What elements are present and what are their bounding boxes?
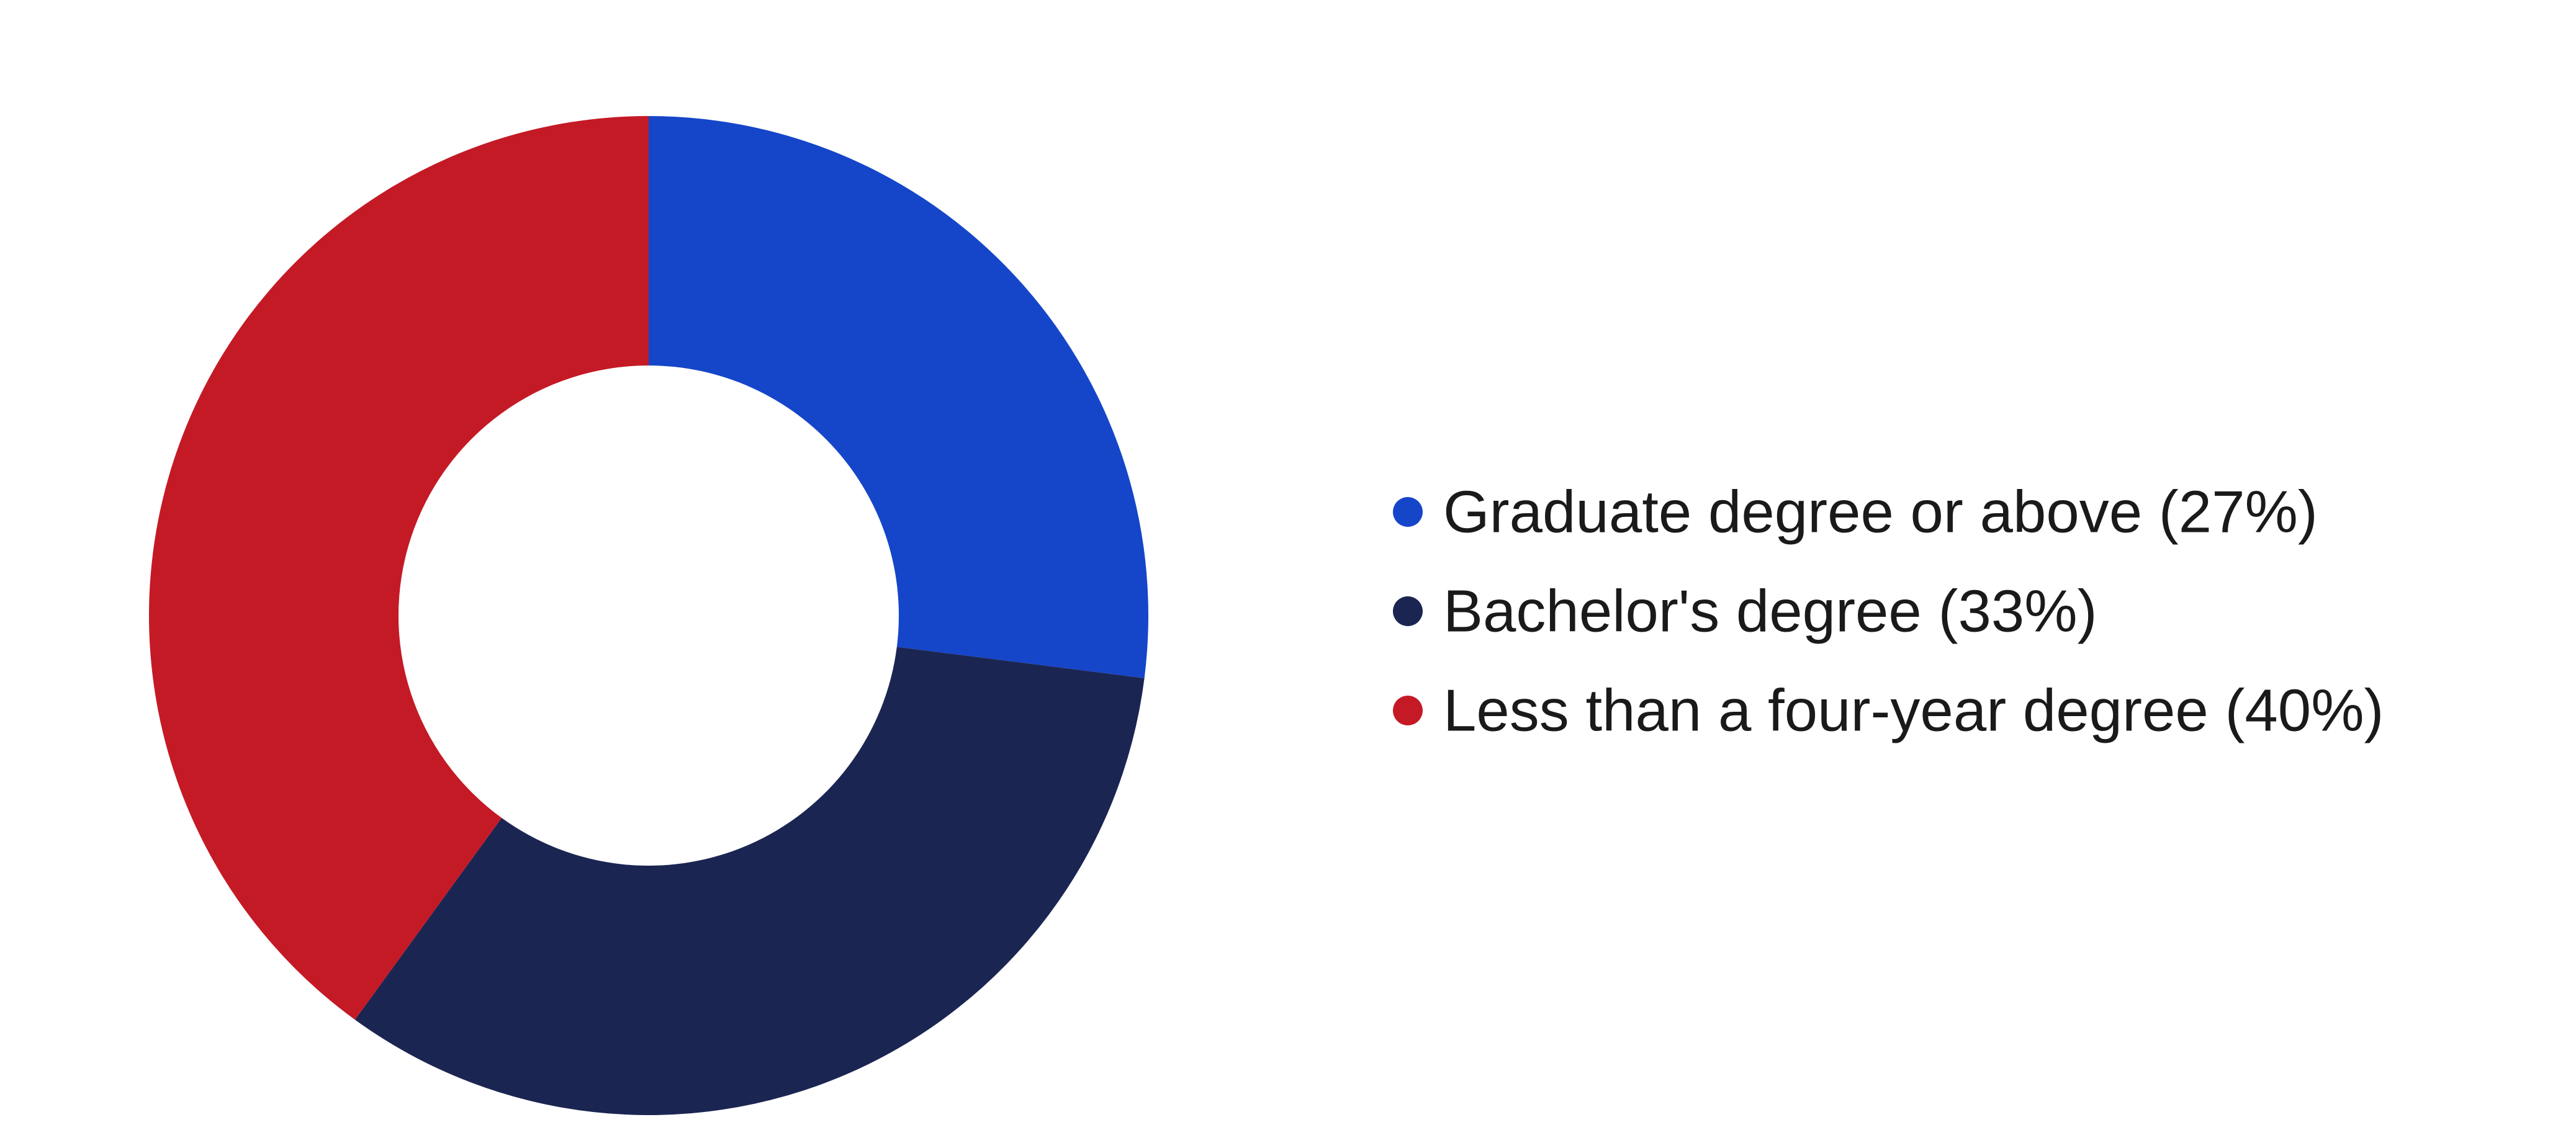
legend-label-graduate: Graduate degree or above (27%) — [1443, 479, 2318, 545]
legend: Graduate degree or above (27%) Bachelor'… — [1393, 479, 2384, 744]
donut-slices — [149, 116, 1148, 1115]
legend-marker-graduate — [1393, 497, 1423, 527]
slice-graduate — [649, 116, 1148, 678]
legend-marker-less-than-four-year — [1393, 696, 1423, 725]
legend-label-bachelors: Bachelor's degree (33%) — [1443, 578, 2097, 645]
slice-bachelors — [354, 647, 1145, 1115]
legend-marker-bachelors — [1393, 596, 1423, 626]
slice-less-than-four-year — [149, 116, 649, 1020]
legend-label-less-than-four-year: Less than a four-year degree (40%) — [1443, 678, 2384, 744]
